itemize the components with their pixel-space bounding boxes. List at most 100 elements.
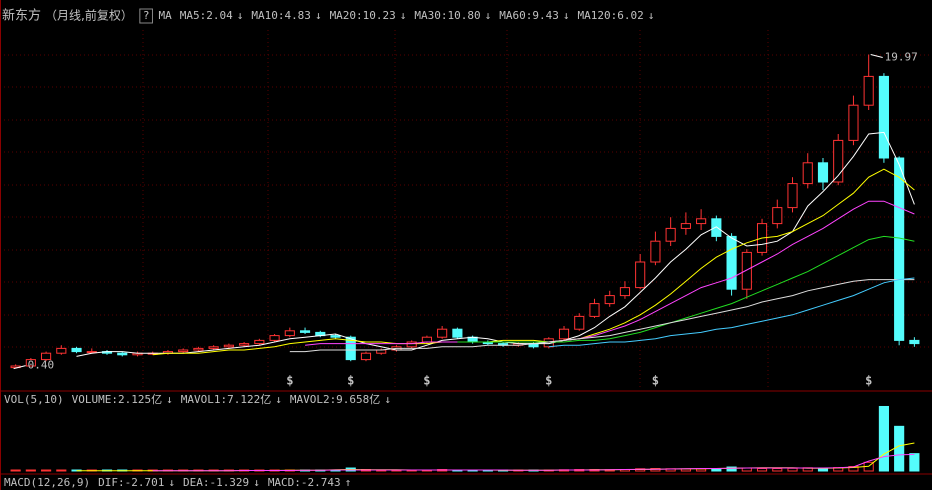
- volume-average-line: [76, 442, 915, 472]
- candle-body: [71, 347, 82, 353]
- legend-item: DIF:-2.701: [98, 476, 164, 489]
- candle-body: [772, 207, 783, 225]
- moving-average-line: [152, 168, 915, 356]
- legend-item: MA60:9.43: [499, 9, 559, 22]
- candle-body: [25, 359, 36, 367]
- dividend-marker: $: [423, 374, 430, 388]
- legend-arrow: ↓: [400, 9, 407, 22]
- candle-body: [894, 157, 905, 341]
- moving-average-line: [76, 131, 915, 357]
- min-arrow: [13, 365, 26, 370]
- candle-body: [833, 139, 844, 183]
- volume-bar: [894, 425, 905, 472]
- candle-body: [345, 336, 356, 361]
- candle-body: [741, 251, 752, 290]
- legend-arrow: ↓: [648, 9, 655, 22]
- legend-arrow: ↓: [315, 9, 322, 22]
- candle-body: [284, 330, 295, 337]
- candle-body: [86, 351, 97, 354]
- candle-body: [56, 347, 67, 354]
- indicator-name: VOL(5,10): [4, 393, 64, 406]
- volume-bar: [25, 469, 36, 472]
- legend-arrow: ↓: [485, 9, 492, 22]
- candle-body: [878, 75, 889, 159]
- candle-body: [558, 328, 570, 340]
- help-box: [139, 8, 153, 24]
- legend-item: MA10:4.83: [251, 9, 311, 22]
- volume-bar: [726, 466, 737, 472]
- min-price-label: 0.40: [28, 359, 55, 372]
- legend-item: MA120:6.02: [578, 9, 644, 22]
- max-price-label: 19.97: [885, 50, 918, 63]
- volume-bar: [56, 469, 67, 472]
- volume-bar: [909, 453, 920, 472]
- candle-body: [787, 183, 798, 209]
- candle-body: [665, 227, 676, 242]
- candle-body: [223, 344, 234, 348]
- candles: [10, 54, 920, 369]
- volume-bar: [41, 469, 52, 472]
- candle-body: [41, 352, 52, 361]
- candle-body: [711, 218, 722, 237]
- candle-body: [726, 235, 737, 290]
- candle-body: [604, 295, 615, 305]
- candle-body: [178, 349, 189, 353]
- candle-body: [437, 328, 448, 338]
- candle-body: [406, 341, 417, 348]
- legend-item: MAVOL1:7.122亿: [181, 393, 271, 406]
- candle-body: [299, 330, 311, 333]
- legend-arrow: ↓: [166, 393, 173, 406]
- candle-body: [117, 352, 128, 356]
- max-arrow: [870, 53, 883, 58]
- legend-item: DEA:-1.329: [183, 476, 249, 489]
- legend-item: MA30:10.80: [414, 9, 480, 22]
- candle-body: [421, 336, 432, 343]
- legend-arrow: ↓: [253, 476, 260, 489]
- volume-bar: [756, 468, 768, 472]
- legend-arrow: ↑: [345, 476, 352, 489]
- help-button: ?: [143, 9, 150, 22]
- legend-item: MACD:-2.743: [268, 476, 341, 489]
- legend-item: MA5:2.04: [180, 9, 233, 22]
- candle-body: [696, 218, 707, 225]
- candle-body: [330, 335, 341, 338]
- candle-body: [574, 315, 585, 330]
- volume-bar: [878, 405, 889, 472]
- volume-bar: [696, 468, 707, 472]
- legend-item: MA20:10.23: [330, 9, 396, 22]
- stock-name: 新东方: [2, 8, 41, 24]
- candle-body: [239, 343, 250, 346]
- indicator-name: MA: [158, 9, 172, 22]
- candle-body: [269, 335, 280, 341]
- candle-body: [635, 261, 646, 289]
- volume-average-line: [152, 453, 915, 472]
- legend-item: MAVOL2:9.658亿: [290, 393, 380, 406]
- volume-bar: [787, 467, 798, 472]
- dividend-marker: $: [865, 374, 872, 388]
- volume-bar: [772, 468, 783, 472]
- candle-body: [802, 162, 813, 185]
- dividend-marker: $: [652, 374, 659, 388]
- candle-body: [208, 346, 219, 349]
- dividend-marker: $: [286, 374, 293, 388]
- legend-item: VOLUME:2.125亿: [72, 393, 162, 406]
- candle-body: [909, 339, 920, 345]
- candle-body: [650, 240, 661, 263]
- moving-average-line: [457, 235, 915, 343]
- dividend-marker: $: [545, 374, 552, 388]
- candle-body: [863, 75, 874, 106]
- candle-body: [360, 352, 372, 361]
- indicator-name: MACD(12,26,9): [4, 476, 90, 489]
- legend-arrow: ↓: [563, 9, 570, 22]
- legend-arrow: ↓: [237, 9, 244, 22]
- candle-body: [589, 303, 600, 317]
- moving-average-line: [548, 277, 915, 348]
- period-label: （月线,前复权）: [45, 8, 133, 23]
- candle-body: [193, 347, 204, 351]
- volume-bar: [10, 469, 21, 472]
- candle-body: [619, 287, 631, 297]
- candle-body: [848, 104, 859, 141]
- moving-average-line: [289, 279, 915, 353]
- dividend-marker: $: [347, 374, 354, 388]
